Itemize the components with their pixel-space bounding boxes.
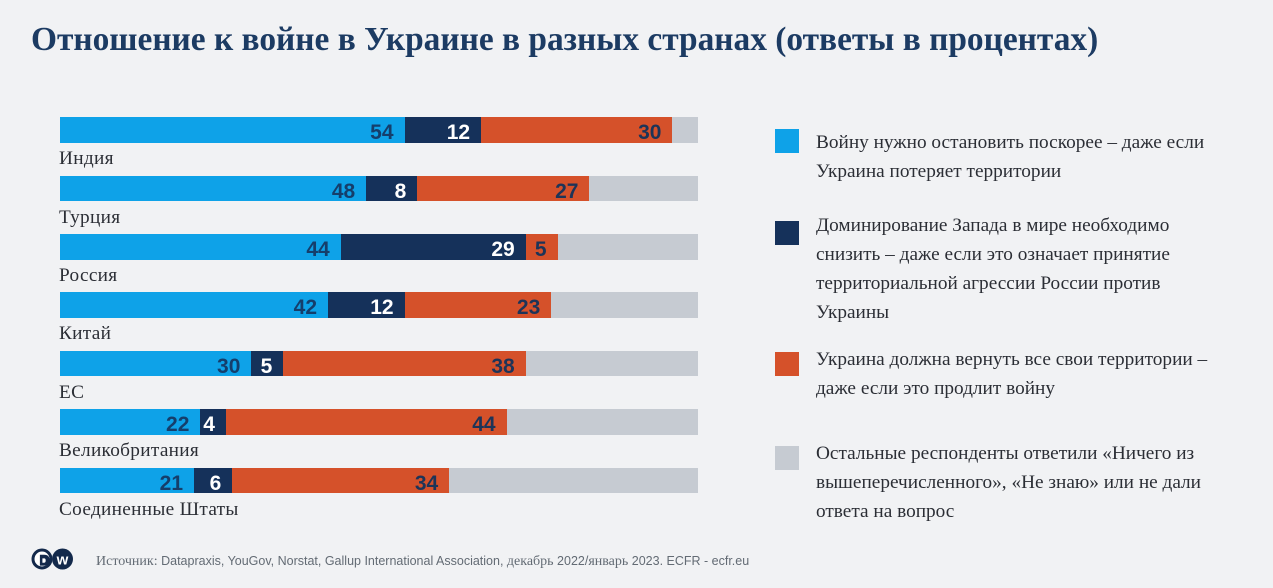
svg-text:w: w xyxy=(56,552,69,569)
